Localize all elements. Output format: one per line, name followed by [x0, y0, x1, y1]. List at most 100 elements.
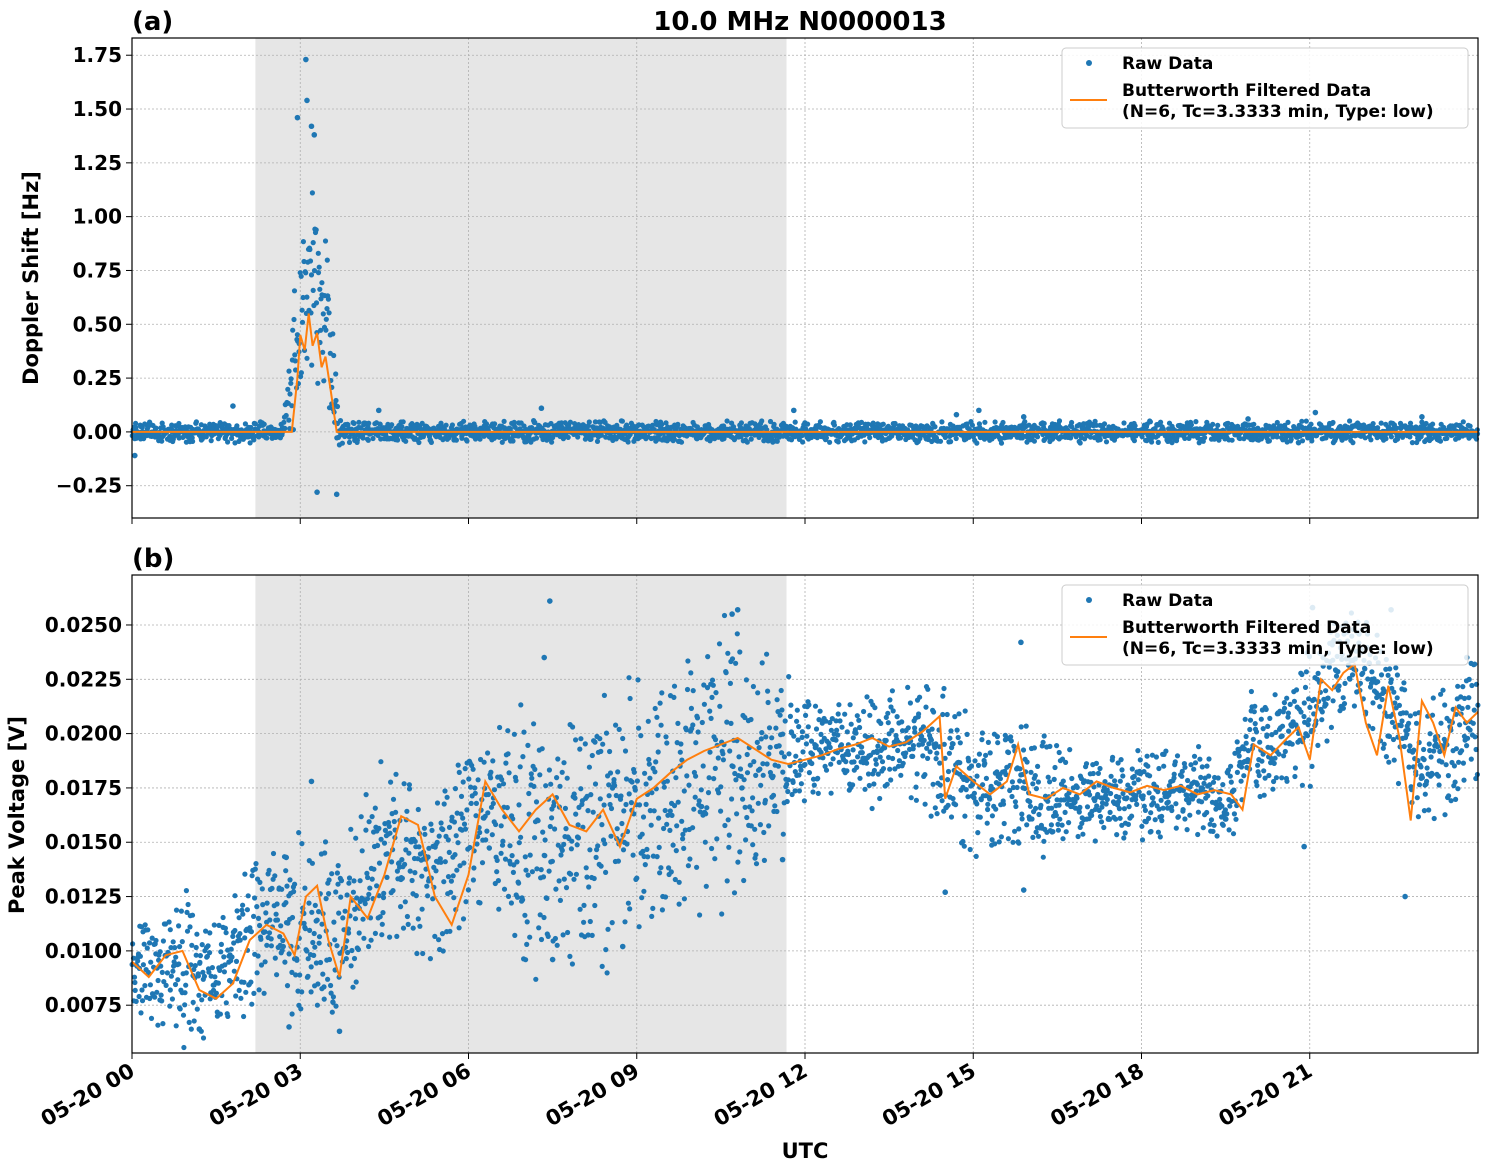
raw-data-point: [605, 926, 611, 932]
raw-data-point: [318, 327, 324, 333]
raw-data-point: [803, 712, 809, 719]
raw-data-point: [953, 411, 960, 418]
raw-data-point: [694, 864, 700, 870]
raw-data-point: [241, 1013, 247, 1020]
raw-data-point: [788, 437, 795, 443]
raw-data-point: [636, 802, 643, 808]
raw-data-point: [283, 868, 289, 874]
raw-data-point: [1051, 776, 1057, 783]
raw-data-point: [287, 391, 293, 397]
raw-data-point: [240, 911, 246, 917]
raw-data-point: [504, 805, 510, 811]
raw-data-point: [356, 930, 362, 936]
raw-data-point: [460, 779, 466, 785]
raw-data-point: [486, 845, 492, 851]
raw-data-point: [790, 407, 797, 414]
raw-data-point: [138, 1010, 144, 1016]
raw-data-point: [247, 440, 253, 446]
raw-data-point: [1286, 728, 1292, 734]
raw-data-point: [742, 804, 748, 810]
raw-data-point: [279, 886, 285, 892]
raw-data-point: [545, 933, 551, 940]
raw-data-point: [415, 806, 421, 813]
raw-data-point: [1184, 827, 1190, 833]
raw-data-point: [992, 841, 998, 847]
raw-data-point: [364, 896, 371, 902]
raw-data-point: [505, 751, 511, 757]
raw-data-point: [338, 878, 345, 884]
raw-data-point: [625, 900, 632, 906]
raw-data-point: [1252, 703, 1258, 709]
raw-data-point: [1270, 786, 1276, 792]
raw-data-point: [587, 847, 593, 853]
raw-data-point: [445, 874, 452, 880]
raw-data-point: [1069, 419, 1075, 426]
raw-data-point: [264, 942, 270, 948]
raw-data-point: [985, 739, 992, 746]
raw-data-point: [983, 775, 990, 782]
raw-data-point: [761, 829, 767, 836]
raw-data-point: [1135, 748, 1141, 754]
raw-data-point: [186, 1019, 192, 1025]
raw-data-point: [262, 959, 268, 965]
raw-data-point: [847, 702, 853, 708]
raw-data-point: [208, 438, 214, 444]
raw-data-point: [1060, 836, 1066, 842]
raw-data-point: [496, 906, 502, 912]
raw-data-point: [1307, 783, 1313, 789]
raw-data-point: [721, 612, 728, 619]
raw-data-point: [428, 439, 434, 445]
raw-data-point: [442, 788, 448, 794]
raw-data-point: [977, 814, 983, 820]
raw-data-point: [954, 727, 960, 733]
raw-data-point: [1195, 831, 1201, 838]
raw-data-point: [1135, 777, 1141, 783]
raw-data-point: [744, 751, 750, 758]
raw-data-point: [554, 775, 560, 781]
raw-data-point: [597, 736, 603, 742]
raw-data-point: [1057, 816, 1063, 822]
raw-data-point: [873, 757, 879, 763]
raw-data-point: [215, 980, 221, 986]
raw-data-point: [584, 874, 590, 880]
raw-data-point: [1139, 823, 1145, 829]
raw-data-point: [1074, 795, 1080, 801]
raw-data-point: [934, 750, 940, 756]
raw-data-point: [578, 736, 584, 742]
raw-data-point: [774, 697, 780, 703]
raw-data-point: [511, 731, 517, 737]
raw-data-point: [518, 834, 524, 840]
raw-data-point: [998, 834, 1005, 840]
raw-data-point: [931, 709, 937, 715]
raw-data-point: [1370, 421, 1376, 427]
raw-data-point: [389, 859, 395, 865]
raw-data-point: [1312, 409, 1319, 416]
raw-data-point: [311, 132, 318, 138]
raw-data-point: [564, 775, 570, 781]
raw-data-point: [1245, 416, 1251, 422]
raw-data-point: [1031, 745, 1037, 751]
raw-data-point: [376, 825, 382, 832]
raw-data-point: [577, 746, 583, 752]
raw-data-point: [1013, 803, 1019, 810]
raw-data-point: [740, 796, 746, 802]
raw-data-point: [887, 766, 893, 772]
raw-data-point: [1251, 709, 1257, 715]
raw-data-point: [264, 900, 270, 906]
raw-data-point: [197, 959, 203, 966]
raw-data-point: [817, 708, 823, 714]
raw-data-point: [509, 853, 515, 859]
raw-data-point: [790, 779, 796, 786]
raw-data-point: [176, 961, 182, 967]
raw-data-point: [1017, 778, 1023, 784]
raw-data-point: [612, 783, 618, 789]
raw-data-point: [784, 798, 790, 805]
raw-data-point: [636, 725, 642, 731]
raw-data-point: [381, 890, 387, 896]
raw-data-point: [835, 732, 841, 738]
panel-a-x-ticks: [131, 518, 1311, 524]
raw-data-point: [737, 849, 743, 855]
raw-data-point: [213, 990, 219, 996]
raw-data-point: [209, 965, 215, 971]
